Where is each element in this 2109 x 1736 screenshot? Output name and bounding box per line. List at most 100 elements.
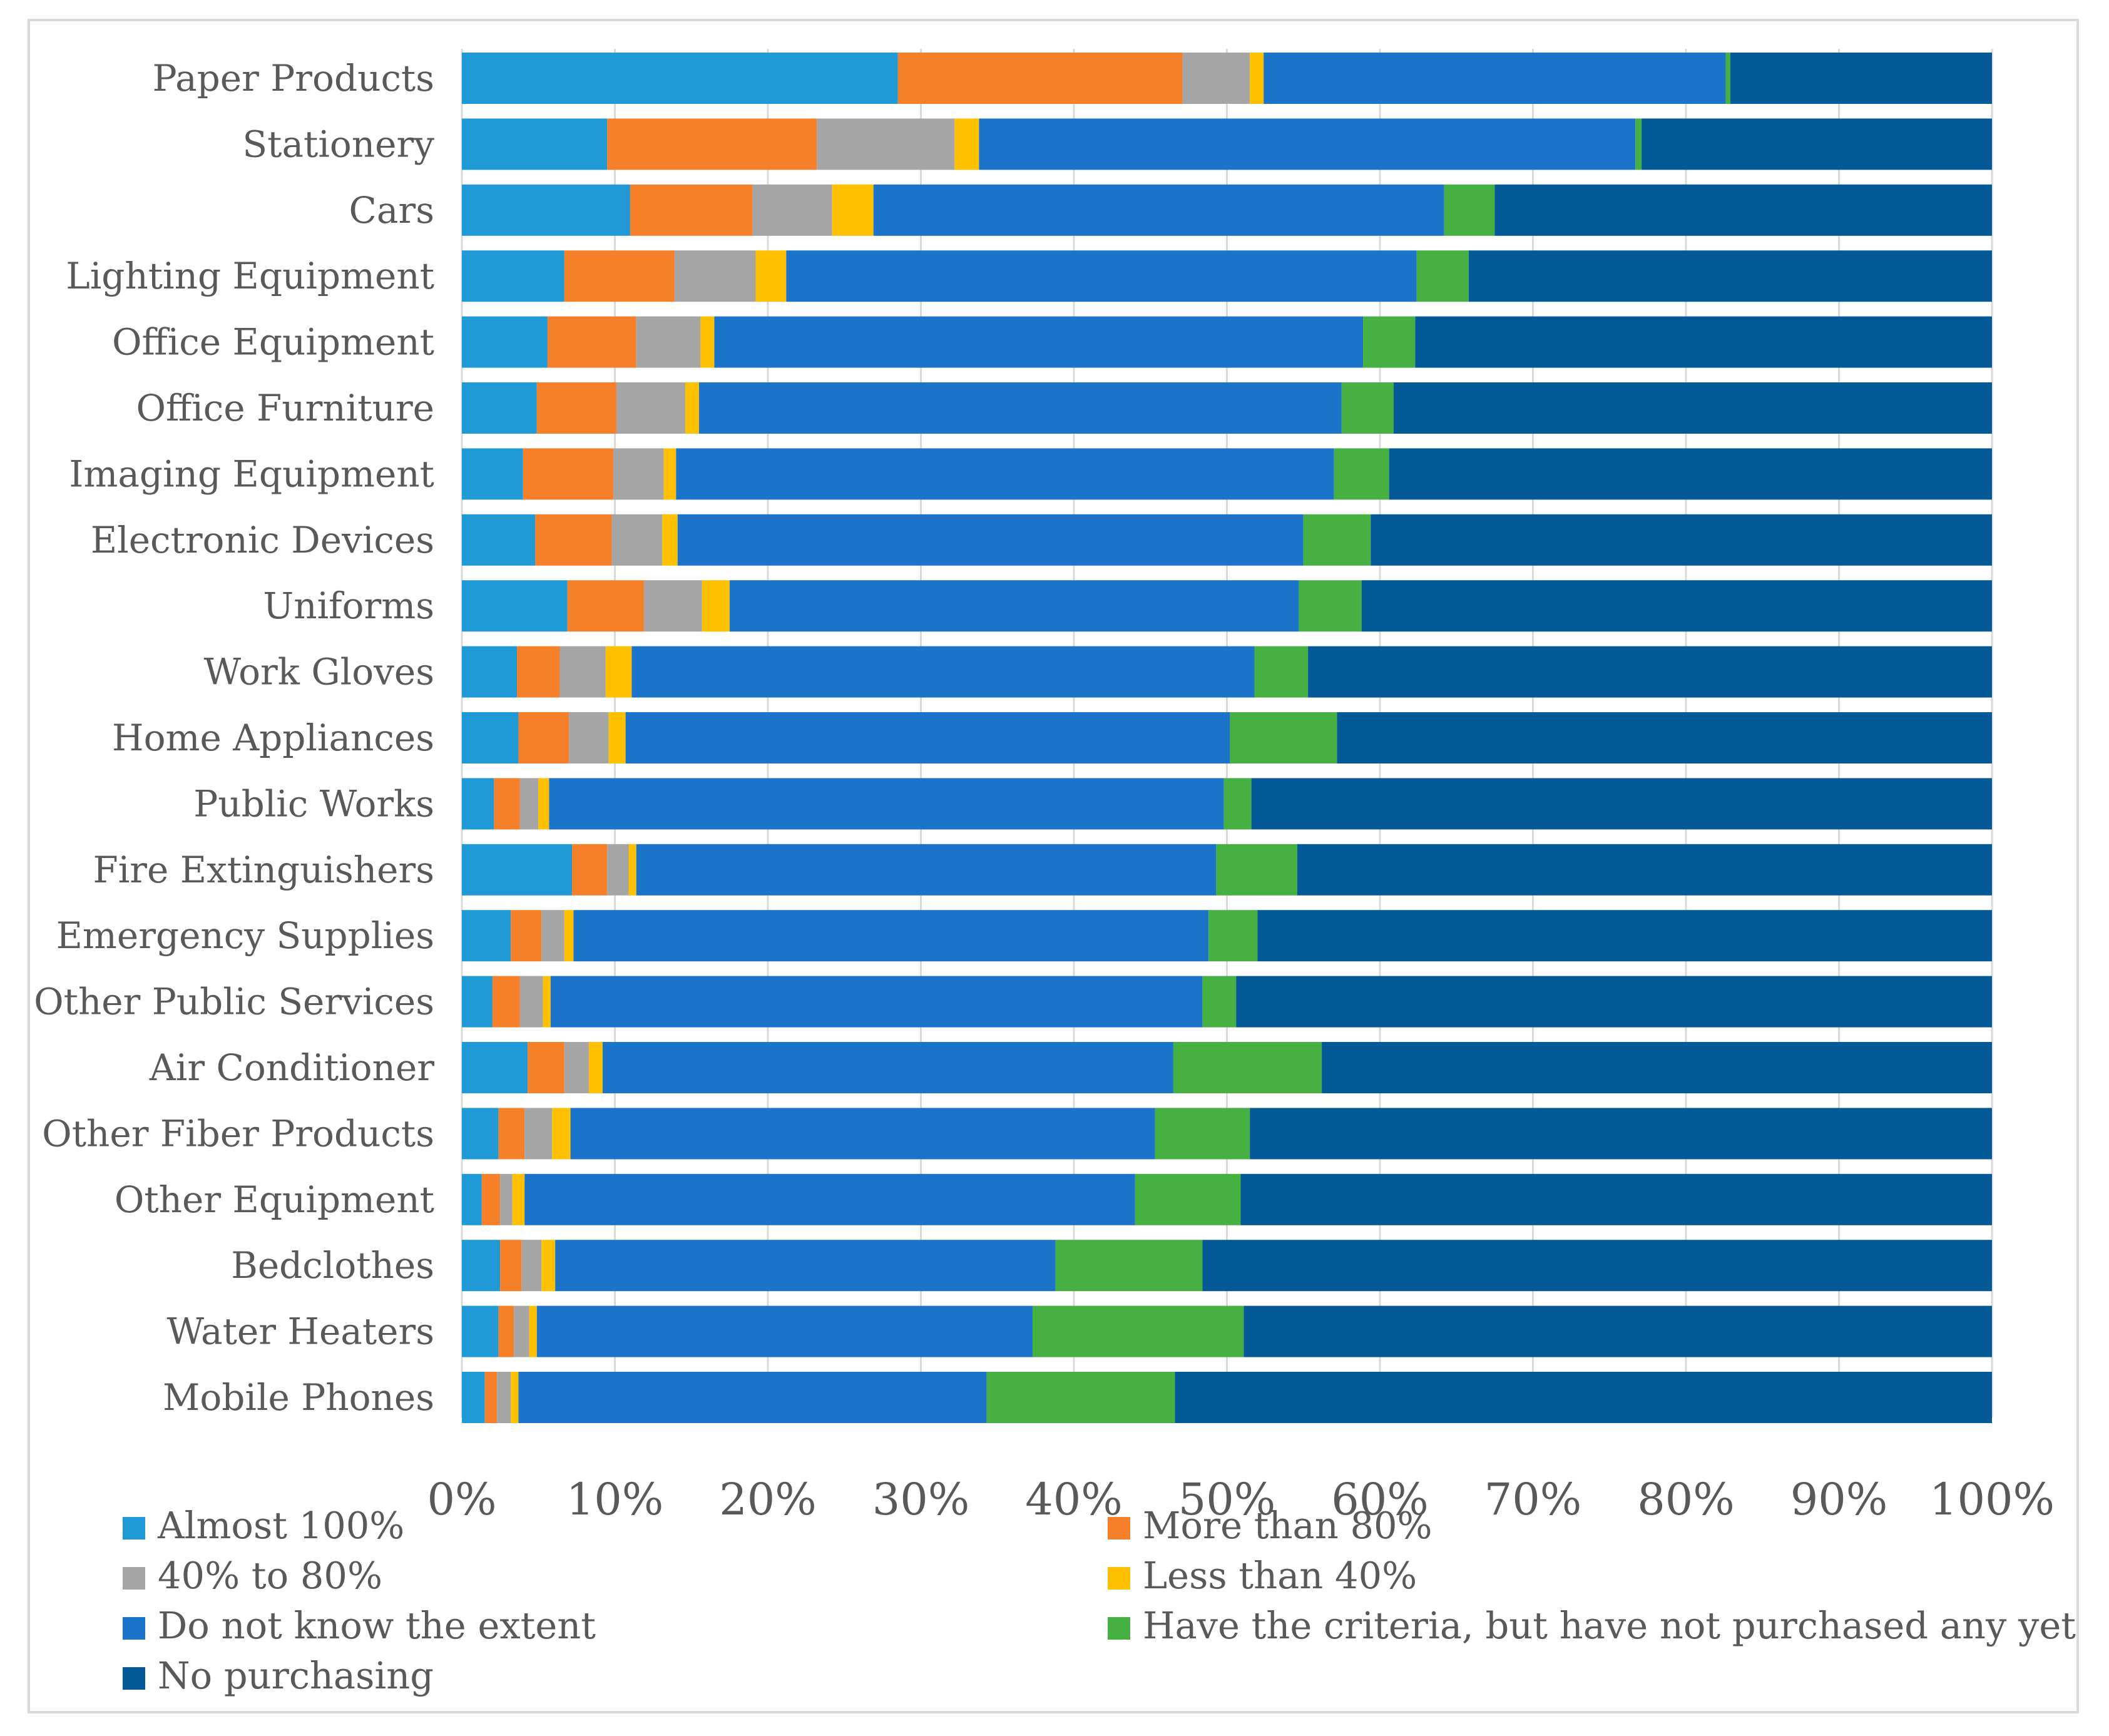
bar-segment (462, 1305, 499, 1357)
legend-swatch (123, 1567, 145, 1590)
bar-segment (462, 910, 511, 962)
bar-segment (1216, 844, 1297, 896)
bar-segment (714, 316, 1364, 368)
bar-segment (462, 53, 898, 104)
bar-segment (607, 118, 817, 170)
bar-segment (573, 910, 1209, 962)
x-tick-label: 80% (1637, 1474, 1735, 1525)
x-tick-label: 20% (719, 1474, 817, 1525)
bar-segment (602, 1042, 1173, 1093)
x-tick-label: 30% (872, 1474, 970, 1525)
bar-segment (550, 976, 1203, 1028)
bar-segment (636, 316, 701, 368)
bar-segment (462, 382, 537, 434)
bar-segment (1297, 844, 1992, 896)
category-label: Uniforms (263, 585, 434, 627)
bar-segment (555, 1240, 1056, 1292)
category-label: Mobile Phones (163, 1376, 434, 1419)
legend-label: Have the criteria, but have not purchase… (1143, 1604, 2076, 1647)
bar-segment (462, 316, 548, 368)
bar-segment (462, 1173, 482, 1225)
x-tick-label: 10% (566, 1474, 664, 1525)
bar-segment (1341, 382, 1394, 434)
bar-segment (572, 844, 608, 896)
category-label: Cars (349, 189, 434, 232)
bar-segment (569, 712, 609, 763)
bar-segment (1250, 53, 1264, 104)
x-tick-label: 90% (1790, 1474, 1888, 1525)
legend-label: More than 80% (1143, 1504, 1432, 1547)
x-axis-ticks: 0% 10% 20% 30% 40% 50% 60% 70% 80% 90% 100% (427, 1474, 2055, 1525)
legend-label: Do not know the extent (158, 1604, 596, 1647)
category-label: Electronic Devices (91, 519, 434, 561)
category-label: Office Equipment (112, 321, 434, 364)
bar-segment (498, 1305, 514, 1357)
bar-segment (517, 646, 560, 698)
bar-segment (674, 250, 756, 302)
bar-segment (729, 580, 1299, 632)
bar-segment (755, 250, 787, 302)
bar-segment (897, 53, 1183, 104)
legend-swatch (1108, 1617, 1130, 1640)
category-label: Water Heaters (166, 1310, 434, 1353)
bar-segment (1264, 53, 1726, 104)
bar-segment (535, 514, 612, 566)
category-label: Lighting Equipment (66, 255, 434, 297)
bar-segment (511, 1372, 519, 1423)
legend-label: Almost 100% (157, 1504, 404, 1547)
bar-segment (462, 844, 573, 896)
x-tick-label: 60% (1331, 1474, 1429, 1525)
bar-segment (564, 1042, 589, 1093)
bar-segment (500, 1240, 522, 1292)
bar-segment (462, 184, 630, 236)
bar-segment (630, 184, 753, 236)
bar-segment (631, 646, 1255, 698)
bar-segment (559, 646, 606, 698)
bar-segment (786, 250, 1417, 302)
bar-segment (462, 1240, 501, 1292)
bar-segment (541, 910, 564, 962)
bar-segment (1208, 910, 1258, 962)
bar-segment (514, 1305, 529, 1357)
legend-label: No purchasing (158, 1654, 434, 1697)
bar-segment (1032, 1305, 1244, 1357)
category-label: Other Public Services (34, 981, 434, 1023)
category-label: Emergency Supplies (56, 914, 434, 957)
bar-segment (698, 382, 1342, 434)
legend-swatch (123, 1667, 145, 1690)
x-tick-label: 100% (1929, 1474, 2055, 1525)
bar-segment (1394, 382, 1992, 434)
bar-segment (1337, 712, 1992, 763)
bar-segment (685, 382, 699, 434)
category-label: Office Furniture (136, 387, 435, 429)
category-label: Fire Extinguishers (93, 849, 434, 891)
bar-segment (462, 1372, 485, 1423)
bar-segment (494, 778, 520, 830)
legend-swatch (1108, 1567, 1130, 1590)
bar-segment (1361, 580, 1992, 632)
x-tick-label: 70% (1484, 1474, 1582, 1525)
bar-segment (1243, 1305, 1992, 1357)
bar-segment (676, 448, 1334, 500)
bar-segment (1202, 976, 1237, 1028)
bar-segment (700, 316, 715, 368)
bar-segment (538, 778, 549, 830)
bar-segment (1299, 580, 1362, 632)
bar-segment (570, 1108, 1155, 1160)
bar-segment (521, 1240, 542, 1292)
bar-segment (547, 316, 636, 368)
bar-segment (1389, 448, 1992, 500)
bar-segment (462, 646, 518, 698)
bar-segment (524, 1108, 553, 1160)
bar-segment (1303, 514, 1371, 566)
bar-segment (462, 580, 568, 632)
x-tick-label: 50% (1178, 1474, 1276, 1525)
category-label: Work Gloves (203, 651, 434, 693)
bar-segment (979, 118, 1636, 170)
bar-segment (677, 514, 1304, 566)
bar-segment (605, 646, 632, 698)
legend-swatch (123, 1617, 145, 1640)
bar-segment (484, 1372, 498, 1423)
bar-segment (1635, 118, 1642, 170)
